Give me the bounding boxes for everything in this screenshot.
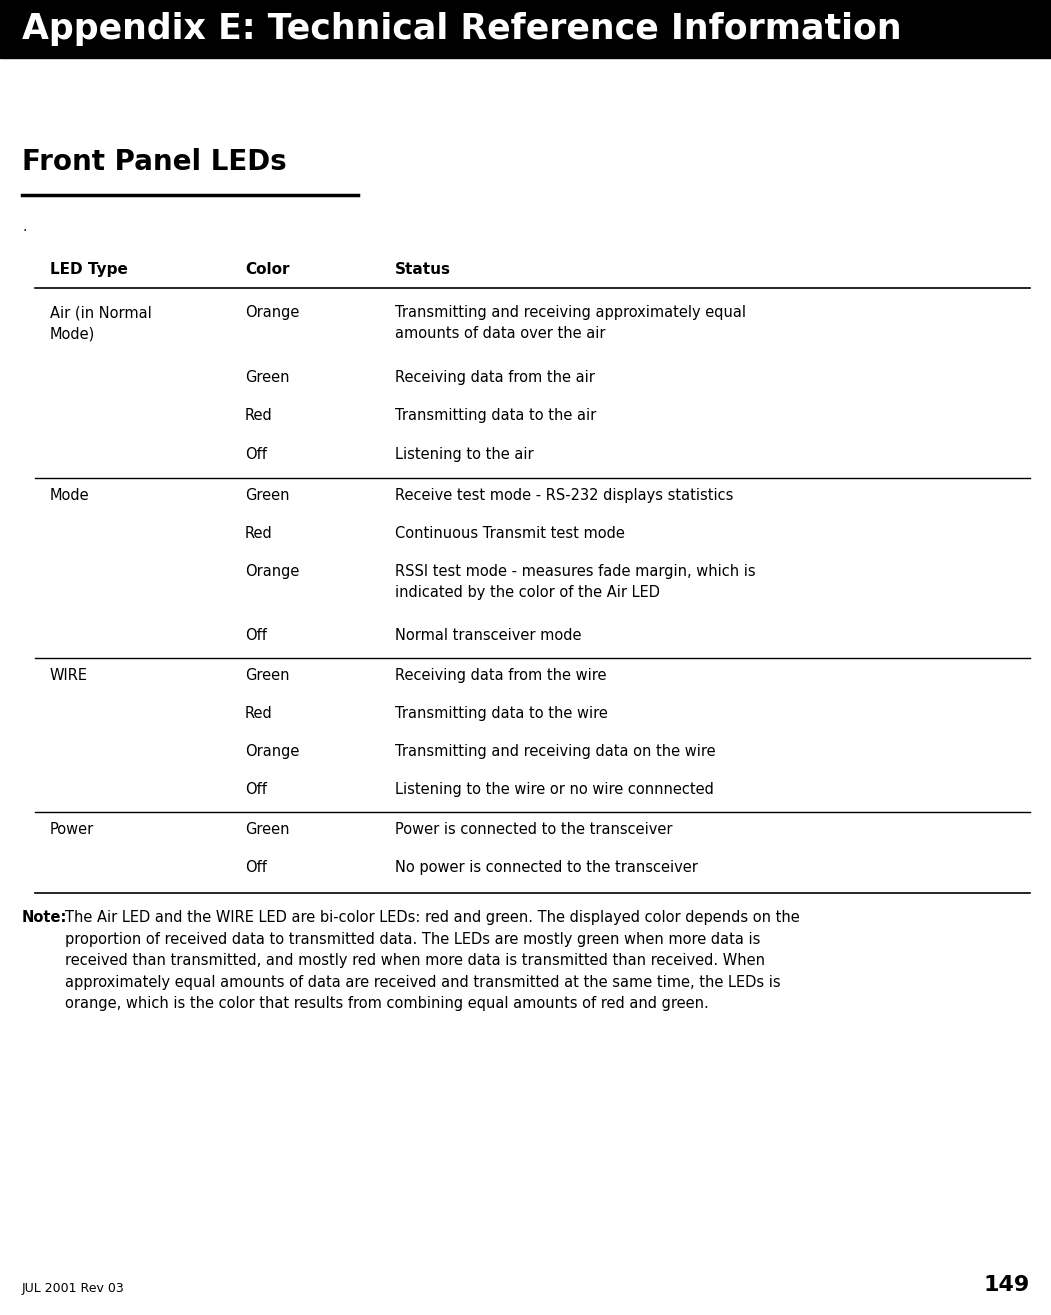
Text: Power is connected to the transceiver: Power is connected to the transceiver [395,822,673,838]
Text: Transmitting data to the air: Transmitting data to the air [395,408,596,423]
Text: .: . [22,220,26,234]
Text: Normal transceiver mode: Normal transceiver mode [395,629,581,643]
Bar [0,0,1051,58]
Text: Off: Off [245,447,267,462]
Text: JUL 2001 Rev 03: JUL 2001 Rev 03 [22,1282,125,1295]
Text: Green: Green [245,822,289,838]
Text: Off: Off [245,629,267,643]
Text: Transmitting data to the wire: Transmitting data to the wire [395,706,607,721]
Text: Appendix E: Technical Reference Information: Appendix E: Technical Reference Informat… [22,12,902,46]
Text: Orange: Orange [245,744,300,759]
Text: Continuous Transmit test mode: Continuous Transmit test mode [395,526,625,540]
Text: Receive test mode - RS-232 displays statistics: Receive test mode - RS-232 displays stat… [395,488,734,504]
Text: Transmitting and receiving data on the wire: Transmitting and receiving data on the w… [395,744,716,759]
Text: Off: Off [245,782,267,797]
Text: The Air LED and the WIRE LED are bi-color LEDs: red and green. The displayed col: The Air LED and the WIRE LED are bi-colo… [65,910,800,1011]
Text: Red: Red [245,706,273,721]
Text: Red: Red [245,408,273,423]
Text: Red: Red [245,526,273,540]
Text: Note:: Note: [22,910,67,924]
Text: Mode: Mode [50,488,89,504]
Text: Listening to the wire or no wire connnected: Listening to the wire or no wire connnec… [395,782,714,797]
Text: Power: Power [50,822,95,838]
Text: Air (in Normal
Mode): Air (in Normal Mode) [50,305,151,341]
Text: RSSI test mode - measures fade margin, which is
indicated by the color of the Ai: RSSI test mode - measures fade margin, w… [395,564,756,600]
Text: LED Type: LED Type [50,262,128,277]
Text: Off: Off [245,860,267,874]
Text: Color: Color [245,262,289,277]
Text: Green: Green [245,488,289,504]
Text: WIRE: WIRE [50,668,88,682]
Text: Receiving data from the air: Receiving data from the air [395,370,595,385]
Text: No power is connected to the transceiver: No power is connected to the transceiver [395,860,698,874]
Text: Transmitting and receiving approximately equal
amounts of data over the air: Transmitting and receiving approximately… [395,305,746,341]
Text: Orange: Orange [245,564,300,579]
Text: Front Panel LEDs: Front Panel LEDs [22,149,287,176]
Text: Orange: Orange [245,305,300,320]
Text: Status: Status [395,262,451,277]
Text: Green: Green [245,370,289,385]
Text: Listening to the air: Listening to the air [395,447,534,462]
Text: Green: Green [245,668,289,682]
Text: 149: 149 [984,1276,1030,1295]
Text: Receiving data from the wire: Receiving data from the wire [395,668,606,682]
